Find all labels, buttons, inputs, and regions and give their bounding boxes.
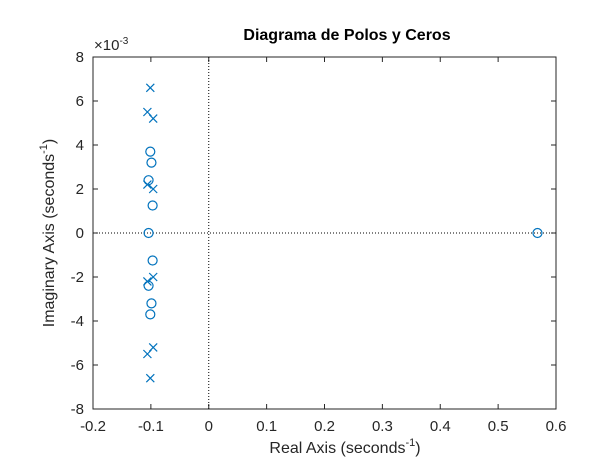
zero-marker [147, 255, 158, 266]
pole-marker [148, 272, 158, 282]
y-tick-label: 8 [76, 49, 84, 66]
pole-marker [148, 114, 158, 124]
y-tick-label: -2 [71, 269, 84, 286]
tick-layer: -0.2 -0.1 0 0.1 0.2 0.3 0.4 0.5 0.6 -8 -6 -4 -2 0 2 4 6 8 [71, 49, 567, 435]
pole-marker [145, 373, 155, 383]
x-tick-label: 0.5 [488, 418, 509, 435]
x-tick-label: 0.2 [314, 418, 335, 435]
pole-marker [148, 184, 158, 194]
zero-marker [143, 227, 154, 239]
x-tick-label: 0.1 [256, 418, 277, 435]
zero-marker [145, 309, 156, 320]
y-tick-label: 0 [76, 225, 84, 242]
zero-marker [532, 227, 543, 239]
x-tick-label: -0.1 [138, 418, 164, 435]
pole-marker [142, 349, 152, 359]
y-tick-label: -4 [71, 313, 84, 330]
y-tick-label: 4 [76, 137, 84, 154]
zero-marker [147, 200, 158, 211]
pole-marker [145, 83, 155, 93]
reference-lines [93, 57, 556, 409]
zero-marker [145, 146, 156, 157]
x-tick-label: 0.3 [372, 418, 393, 435]
zero-marker [146, 298, 157, 309]
zero-marker [143, 280, 154, 291]
y-tick-label: 6 [76, 93, 84, 110]
y-exponent-label: ×10-3 [94, 36, 129, 54]
x-tick-label: 0.4 [430, 418, 451, 435]
x-axis-label: Real Axis (seconds-1) [269, 437, 420, 457]
y-tick-label: 2 [76, 181, 84, 198]
y-axis-label: Imaginary Axis (seconds-1) [38, 139, 58, 328]
zero-marker [146, 157, 157, 168]
x-tick-label: 0.6 [546, 418, 567, 435]
axes-box [92, 56, 557, 410]
marks-layer [142, 83, 543, 383]
zero-marker [143, 175, 154, 186]
y-tick-label: -6 [71, 357, 84, 374]
chart-title: Diagrama de Polos y Ceros [243, 27, 450, 44]
x-tick-label: -0.2 [80, 418, 106, 435]
x-tick-label: 0 [205, 418, 213, 435]
y-tick-label: -8 [71, 401, 84, 418]
